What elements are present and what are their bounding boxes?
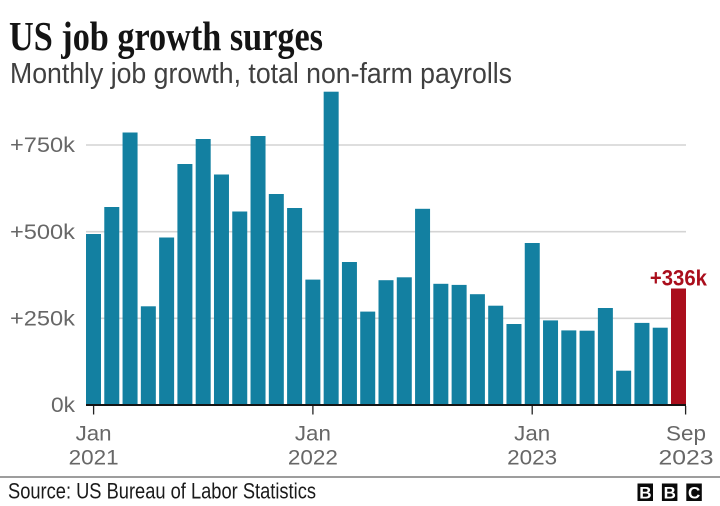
svg-text:Jan: Jan [514,423,550,446]
svg-text:+250k: +250k [10,308,76,331]
svg-text:Monthly job growth, total non-: Monthly job growth, total non-farm payro… [10,58,512,90]
svg-text:+500k: +500k [10,221,76,244]
svg-text:2022: 2022 [288,447,338,470]
svg-text:+336k: +336k [650,266,708,291]
svg-text:B: B [639,484,651,503]
svg-text:Sep: Sep [666,423,706,446]
svg-text:+750k: +750k [10,134,76,157]
svg-text:Jan: Jan [295,423,331,446]
svg-text:C: C [688,484,700,503]
svg-text:Jan: Jan [76,423,112,446]
svg-text:Source: US Bureau of Labor Sta: Source: US Bureau of Labor Statistics [8,479,316,504]
svg-text:2021: 2021 [69,447,119,470]
svg-text:2023: 2023 [659,447,714,470]
svg-text:0k: 0k [51,394,76,417]
svg-text:2023: 2023 [507,447,557,470]
svg-text:B: B [664,484,676,503]
svg-text:US job growth surges: US job growth surges [9,13,323,59]
